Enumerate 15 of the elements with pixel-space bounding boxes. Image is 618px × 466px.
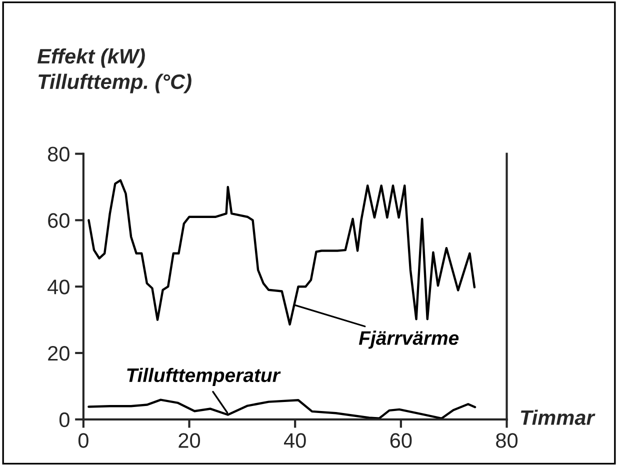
- x-tick-label: 20: [178, 433, 200, 448]
- y-tick-label: 0: [59, 412, 70, 428]
- x-tick-label: 40: [284, 433, 306, 448]
- y-axis-title: Effekt (kW) Tillufttemp. (°C): [37, 48, 192, 94]
- x-tick-label: 80: [496, 433, 518, 448]
- x-tick-label: 0: [78, 433, 88, 448]
- y-tick-label: 80: [48, 146, 70, 162]
- line-series: [88, 179, 476, 326]
- y-tick-label: 40: [48, 280, 70, 294]
- x-axis-title: Timmar: [520, 410, 596, 425]
- x-tick-label: 60: [390, 433, 412, 448]
- y-tick-label: 20: [48, 346, 70, 361]
- series-label: Fjärrvärme: [358, 330, 459, 349]
- y-tick-label: 60: [48, 213, 70, 228]
- series-label: Tillufttemperatur: [127, 368, 281, 386]
